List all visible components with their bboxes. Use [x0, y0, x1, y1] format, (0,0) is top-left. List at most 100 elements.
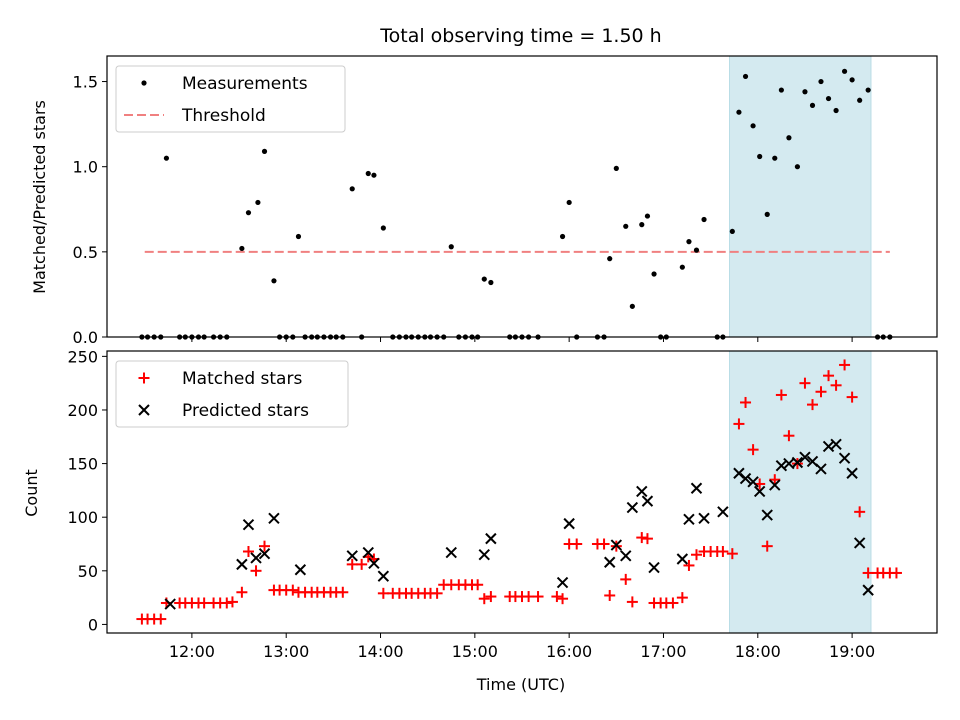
data-point — [356, 558, 368, 570]
data-point-b — [799, 451, 811, 463]
data-point-b — [164, 598, 176, 610]
x-tick-label: 14:00 — [357, 642, 403, 661]
data-point-b — [626, 501, 639, 514]
data-point — [857, 97, 863, 103]
legend-label: Matched stars — [182, 369, 302, 389]
legend-box — [115, 65, 346, 133]
data-point — [818, 78, 824, 85]
data-point-b — [563, 517, 575, 530]
data-point — [648, 561, 660, 574]
highlight-span — [729, 55, 872, 338]
data-point — [481, 276, 487, 282]
data-point — [761, 540, 773, 552]
data-point — [641, 495, 654, 507]
data-point-b — [346, 550, 358, 562]
data-point — [604, 589, 616, 601]
data-point-b — [445, 546, 457, 559]
data-point — [623, 223, 629, 229]
data-point — [371, 172, 377, 178]
data-point — [726, 548, 738, 560]
data-point-b — [610, 539, 623, 551]
data-point — [551, 591, 563, 603]
data-point — [690, 482, 703, 494]
y-tick-label: 200 — [67, 401, 98, 420]
data-point — [163, 155, 170, 161]
data-point — [683, 513, 695, 526]
data-point-b — [236, 558, 248, 571]
data-point — [733, 418, 745, 430]
data-point — [563, 517, 575, 530]
data-point — [349, 186, 355, 192]
data-point-b — [478, 549, 490, 561]
legend-box — [115, 360, 349, 428]
data-point — [786, 135, 792, 141]
data-point — [764, 211, 770, 217]
data-point — [377, 587, 389, 599]
data-point — [849, 77, 855, 83]
data-point-b — [733, 467, 745, 479]
y-tick-label: 1.0 — [73, 158, 98, 177]
data-point — [830, 379, 842, 391]
data-point — [448, 244, 454, 250]
data-point-b — [747, 476, 759, 488]
top-panel: Matched/Predicted stars 0.0 0.5 1.0 1.5 Meas… — [30, 55, 938, 347]
data-point — [833, 107, 839, 114]
data-point-b — [783, 457, 795, 470]
data-point — [890, 567, 902, 579]
data-point — [337, 586, 349, 598]
data-point — [250, 565, 262, 577]
data-point — [636, 532, 648, 544]
x-tick-label: 13:00 — [263, 642, 309, 661]
data-point — [620, 550, 632, 562]
y-tick-label: 0.0 — [73, 328, 98, 347]
data-point-b — [636, 485, 648, 498]
data-point — [736, 109, 742, 115]
data-point — [346, 558, 358, 570]
data-point — [629, 303, 635, 309]
data-point — [258, 547, 271, 560]
data-point-b — [362, 546, 374, 559]
data-point — [164, 598, 176, 610]
data-point-b — [250, 552, 262, 564]
legend-marker — [138, 404, 150, 416]
y-tick-label: 50 — [78, 562, 98, 581]
data-point — [799, 451, 811, 463]
data-point — [698, 512, 710, 524]
y-tick-label: 1.5 — [73, 73, 98, 92]
data-point-b — [641, 495, 654, 507]
data-point-b — [739, 472, 752, 485]
y-tick-label: 100 — [67, 508, 98, 527]
data-point — [862, 567, 874, 579]
data-point — [676, 592, 688, 604]
data-point — [532, 591, 544, 603]
legend-marker — [138, 372, 150, 384]
data-point-b — [368, 557, 380, 570]
data-point — [636, 485, 648, 498]
data-point — [431, 587, 443, 599]
data-point — [566, 199, 572, 206]
data-point — [155, 613, 167, 625]
data-point — [676, 553, 689, 565]
x-tick-label: 19:00 — [829, 642, 875, 661]
data-point — [667, 597, 679, 609]
data-point — [791, 456, 804, 469]
data-point — [846, 467, 858, 479]
data-point — [488, 279, 494, 286]
series-1 — [164, 438, 874, 610]
data-point — [783, 430, 795, 442]
y-tick-label: 150 — [67, 455, 98, 474]
data-point — [775, 389, 787, 401]
legend: Measurements Threshold — [115, 65, 346, 133]
data-point — [613, 165, 619, 171]
data-point — [626, 596, 638, 608]
data-point — [794, 164, 801, 170]
data-point — [268, 512, 280, 524]
data-point-b — [485, 532, 497, 545]
data-point-b — [838, 452, 851, 464]
data-point — [362, 546, 374, 559]
data-point-b — [698, 512, 710, 524]
data-point — [683, 559, 695, 571]
data-point-b — [258, 547, 271, 560]
data-point — [729, 228, 735, 235]
